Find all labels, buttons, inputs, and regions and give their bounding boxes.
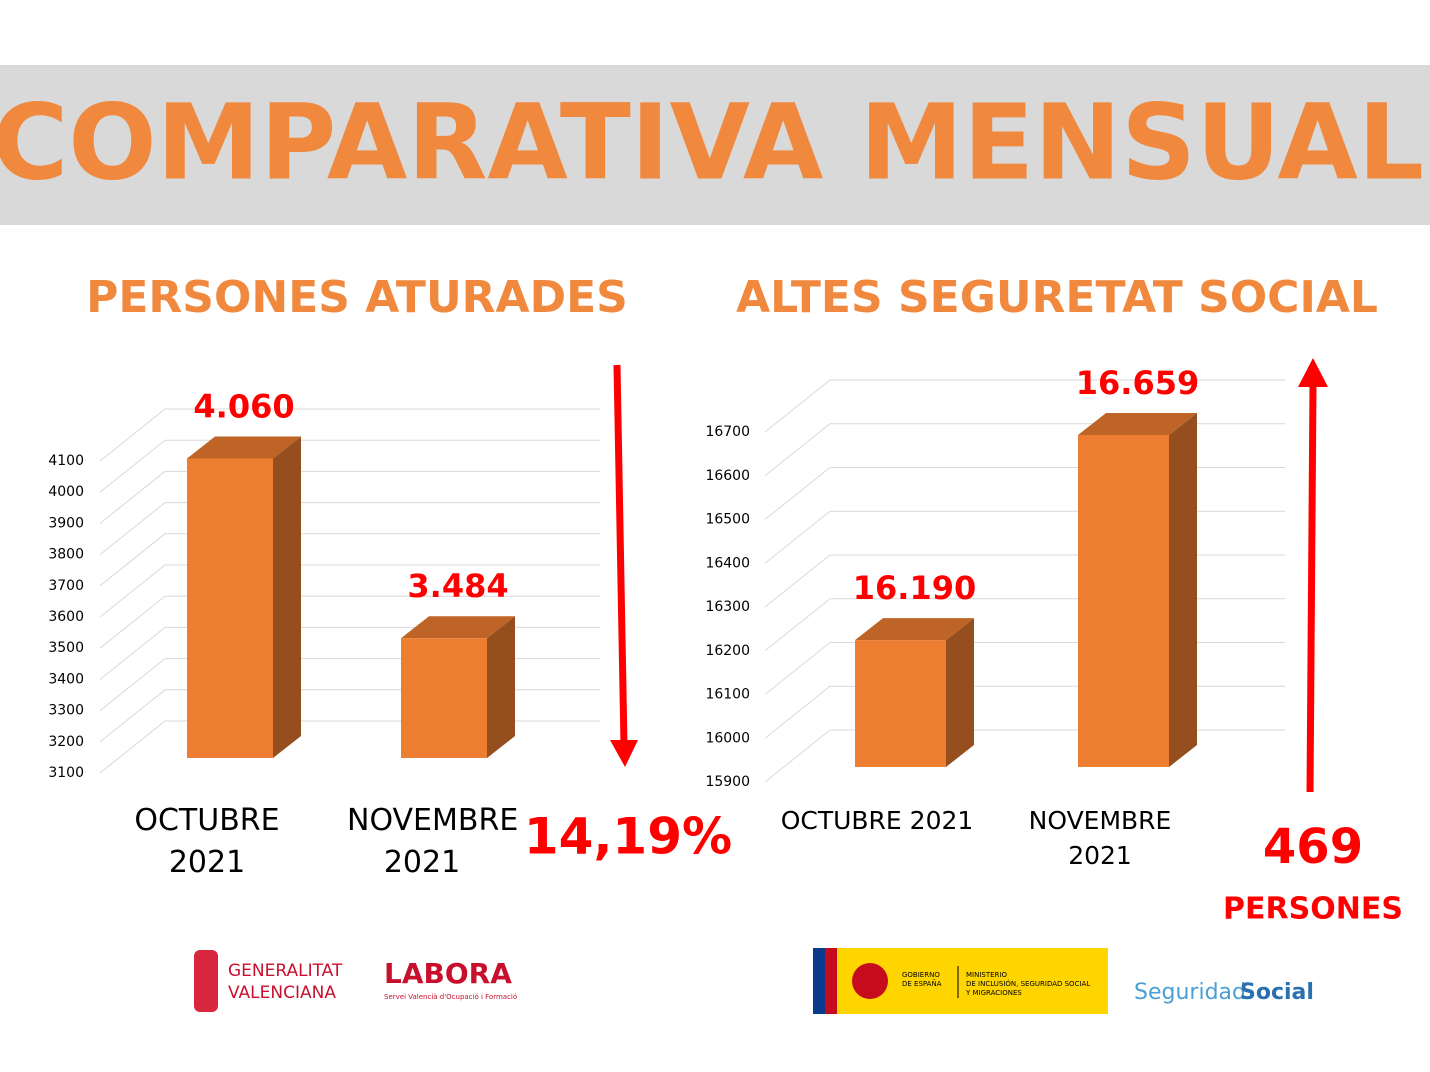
bar — [401, 616, 515, 758]
y-tick-label: 3500 — [48, 640, 84, 656]
logo-text: GOBIERNO — [902, 971, 940, 979]
logo-text: DE INCLUSIÓN, SEGURIDAD SOCIAL — [966, 979, 1090, 988]
bar-front — [855, 640, 946, 767]
y-tick-label: 3900 — [48, 515, 84, 531]
y-tick-label: 16200 — [705, 643, 750, 659]
y-tick-label: 16500 — [705, 512, 750, 528]
generalitat-logo: GENERALITAT VALENCIANA LABORA Servei Val… — [194, 950, 517, 1012]
logo-text: Social — [1240, 980, 1314, 1005]
shield — [194, 950, 218, 1012]
x-tick-label: OCTUBRE 2021 — [134, 803, 280, 880]
grid-line — [99, 533, 600, 587]
bar-front — [1078, 434, 1169, 767]
bar-side — [1169, 412, 1197, 767]
y-tick-label: 16300 — [705, 599, 750, 615]
y-tick-label: 16600 — [705, 468, 750, 484]
grid-line — [99, 408, 600, 462]
bar-side — [946, 618, 974, 767]
grid-line — [99, 595, 600, 649]
up-arrow — [1306, 384, 1317, 793]
y-tick-label: 16700 — [705, 424, 750, 440]
chart-title: PERSONES ATURADES — [86, 272, 628, 323]
grid-line — [764, 729, 1285, 783]
logo-text: Y MIGRACIONES — [965, 989, 1022, 997]
up-arrow-head — [1298, 358, 1328, 387]
logo-text: LABORA — [384, 957, 512, 990]
y-tick-label: 3100 — [48, 765, 84, 781]
header-band — [0, 65, 1430, 225]
y-tick-label: 3300 — [48, 703, 84, 719]
logo-text: DE ESPAÑA — [902, 979, 942, 988]
gobierno-logo: GOBIERNO DE ESPAÑA MINISTERIO DE INCLUSI… — [813, 948, 1314, 1014]
annotation: 469 — [1263, 819, 1363, 875]
down-arrow-head — [610, 740, 638, 767]
grid-line — [99, 626, 600, 680]
y-tick-label: 3800 — [48, 547, 84, 563]
value-label: 3.484 — [407, 567, 508, 605]
y-tick-label: 3200 — [48, 734, 84, 750]
coat-of-arms — [852, 963, 888, 999]
bar — [187, 436, 301, 758]
logo-text: MINISTERIO — [966, 971, 1007, 979]
flag-strip — [825, 948, 837, 1014]
eu-strip — [813, 948, 825, 1014]
annotation: PERSONES — [1223, 892, 1403, 927]
annotation: 14,19% — [524, 808, 732, 866]
grid-line — [99, 720, 600, 774]
y-tick-label: 15900 — [705, 774, 750, 790]
grid-line — [99, 564, 600, 618]
grid-line — [99, 658, 600, 711]
value-label: 4.060 — [193, 387, 294, 425]
y-tick-label: 16400 — [705, 555, 750, 571]
bar-top — [187, 436, 301, 459]
logo-text: VALENCIANA — [228, 983, 336, 1003]
y-tick-label: 4000 — [48, 484, 84, 500]
x-tick-label: NOVEMBRE 2021 — [1028, 806, 1172, 870]
bar-side — [273, 436, 301, 758]
logo-text: Seguridad — [1134, 980, 1246, 1005]
grid-line — [99, 502, 600, 555]
bar-front — [401, 638, 487, 758]
grid-line — [99, 470, 600, 524]
grid-line — [764, 379, 1285, 433]
bar-top — [1078, 412, 1197, 435]
y-tick-label: 3400 — [48, 671, 84, 687]
bar-top — [401, 616, 515, 639]
x-tick-label: NOVEMBRE 2021 — [347, 803, 519, 880]
x-tick-label: OCTUBRE 2021 — [780, 806, 974, 835]
chart-title: ALTES SEGURETAT SOCIAL — [736, 272, 1378, 323]
y-tick-label: 3700 — [48, 578, 84, 594]
grid-line — [99, 439, 600, 493]
grid-line — [99, 689, 600, 743]
logo-text: GENERALITAT — [228, 961, 343, 981]
y-tick-label: 16000 — [705, 730, 750, 746]
y-tick-label: 3600 — [48, 609, 84, 625]
bar-top — [855, 618, 974, 641]
bar-side — [487, 616, 515, 758]
y-tick-label: 4100 — [48, 453, 84, 469]
value-label: 16.190 — [853, 569, 976, 607]
down-arrow — [613, 364, 628, 746]
page-title: COMPARATIVA MENSUAL — [0, 81, 1424, 203]
bar — [1078, 412, 1197, 767]
y-tick-label: 16100 — [705, 687, 750, 703]
bar-front — [187, 458, 273, 758]
logo-text: Servei Valencià d'Ocupació i Formació — [384, 993, 517, 1001]
bar — [855, 618, 974, 767]
value-label: 16.659 — [1076, 364, 1199, 402]
